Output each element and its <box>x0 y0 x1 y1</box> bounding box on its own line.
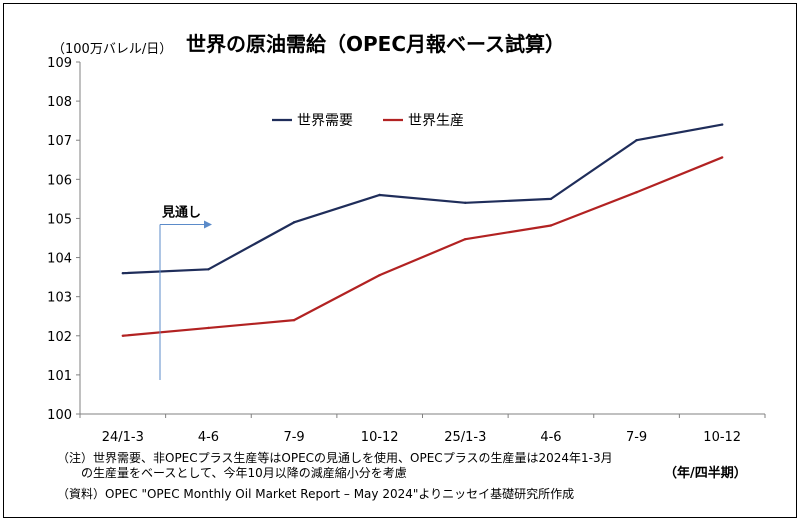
chart-title: 世界の原油需給（OPEC月報ベース試算） <box>186 32 565 56</box>
series-line-2 <box>122 156 723 337</box>
data-point <box>378 273 381 277</box>
data-point <box>635 191 638 194</box>
y-tick-label: 105 <box>47 212 72 227</box>
data-point <box>720 156 724 159</box>
x-tick-label: 24/1-3 <box>102 430 144 445</box>
data-point <box>549 197 553 201</box>
x-tick-label: 10-12 <box>703 430 741 445</box>
y-tick-label: 103 <box>47 291 72 306</box>
data-point <box>292 318 296 322</box>
y-tick-label: 106 <box>47 173 72 188</box>
data-point <box>292 221 296 224</box>
data-point <box>464 201 467 204</box>
period-label: （年/四半期） <box>664 466 747 481</box>
x-tick-label: 25/1-3 <box>444 430 486 445</box>
data-point <box>635 139 638 142</box>
legend-label-2: 世界生産 <box>408 113 464 129</box>
note-line-1: （注）世界需要、非OPECプラス生産等はOPECの見通しを使用、OPECプラスの… <box>57 451 613 465</box>
y-tick-label: 108 <box>47 95 72 110</box>
y-tick-label: 104 <box>47 252 72 267</box>
data-point <box>207 326 210 330</box>
forecast-arrow-head <box>204 220 212 229</box>
note-line-2: の生産量をベースとして、今年10月以降の減産縮小分を考慮 <box>57 466 407 480</box>
y-tick-label: 101 <box>47 369 72 384</box>
x-tick-label: 10-12 <box>361 430 399 445</box>
x-tick-label: 4-6 <box>540 430 561 445</box>
x-tick-label: 4-6 <box>198 430 219 445</box>
data-point <box>549 224 553 227</box>
forecast-label: 見通し <box>161 204 201 220</box>
chart-frame <box>3 3 797 518</box>
series-line-1 <box>122 123 723 275</box>
source-note: （資料）OPEC "OPEC Monthly Oil Market Report… <box>57 487 575 501</box>
y-tick-label: 107 <box>47 134 72 149</box>
x-tick-label: 7-9 <box>626 430 647 445</box>
y-tick-label: 109 <box>47 56 72 71</box>
unit-label: （100万バレル/日） <box>52 42 173 57</box>
x-tick-label: 7-9 <box>283 430 304 445</box>
y-tick-label: 100 <box>47 408 72 423</box>
y-tick-label: 102 <box>47 330 72 345</box>
data-point <box>121 272 125 275</box>
data-point <box>378 193 381 197</box>
data-point <box>121 334 125 337</box>
data-point <box>720 123 724 126</box>
legend-label-1: 世界需要 <box>297 113 353 129</box>
data-point <box>464 237 467 241</box>
data-point <box>207 268 210 271</box>
